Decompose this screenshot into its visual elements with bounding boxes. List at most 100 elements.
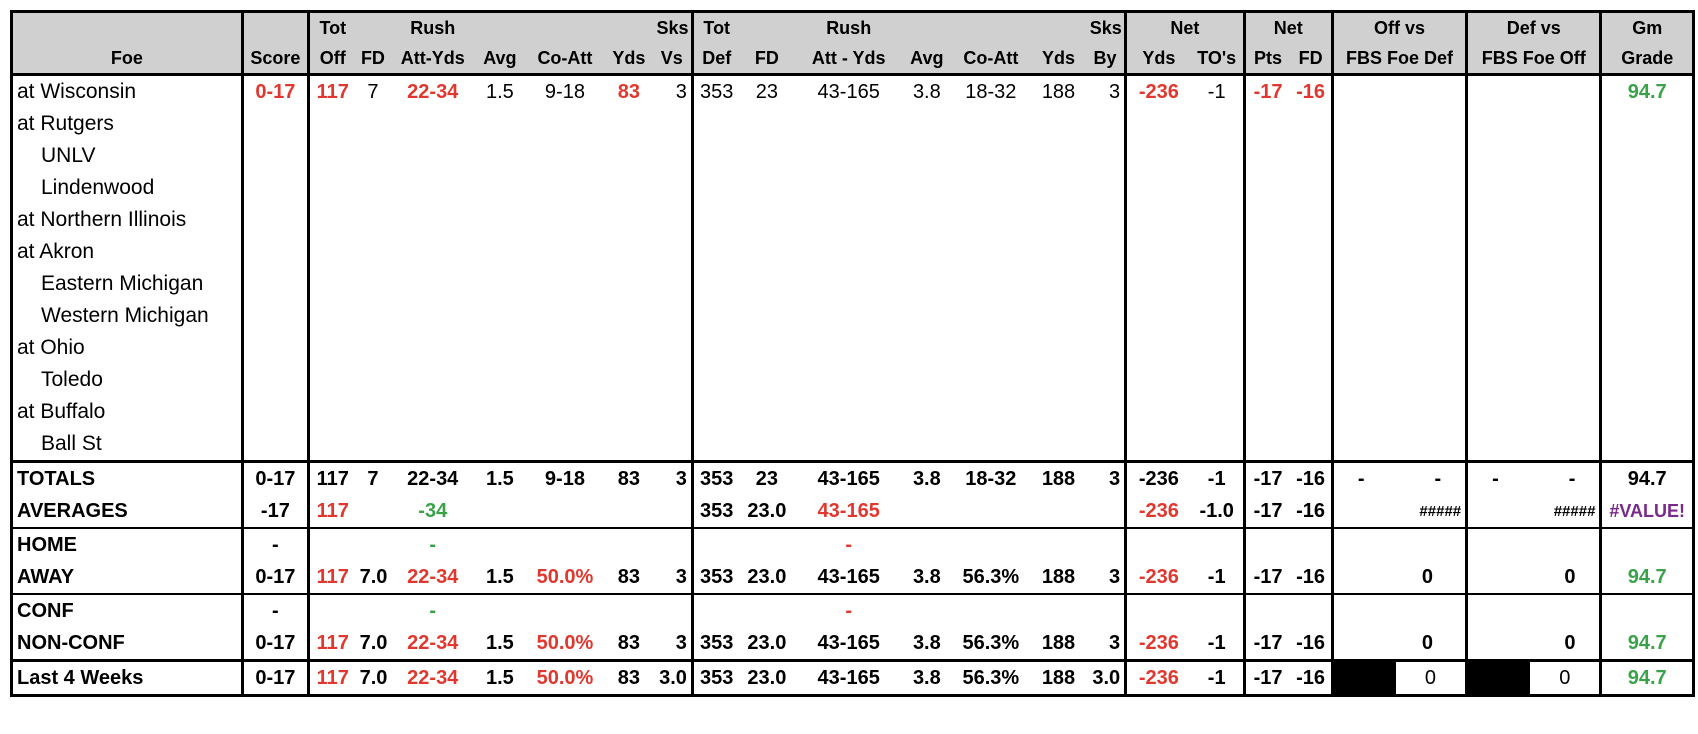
nonconf-fd: 7.0 <box>359 631 388 654</box>
totals-def: 353 <box>690 460 740 495</box>
foe-name: at Buffalo <box>10 396 243 428</box>
hdr-def-att-yds: Att - Yds <box>794 43 904 76</box>
hdr-grade: Grade <box>1599 43 1695 76</box>
away-def-coatt: 56.3% <box>962 565 1020 588</box>
nonconf-def: 353 <box>690 627 740 661</box>
last4-def-coatt: 56.3% <box>950 659 1032 697</box>
totals-offvs-b: - <box>1434 467 1442 490</box>
nonconf-off: 117 <box>306 627 356 661</box>
away-row: AWAY 0-17 117 7.0 22-34 1.5 50.0% 83 3 3… <box>10 561 1695 594</box>
net-fd-cell: -16 <box>1296 80 1326 103</box>
home-rush: - <box>390 527 476 561</box>
hdr-score: Score <box>240 43 309 76</box>
last4-yds: 83 <box>605 659 653 697</box>
header-row-bottom: Foe Score Off FD Att-Yds Avg Co-Att Yds … <box>10 43 1695 76</box>
hdr-fbs-foe-off: FBS Foe Off <box>1465 43 1601 76</box>
last4-coatt: 50.0% <box>524 659 606 697</box>
averages-label: AVERAGES <box>10 495 243 528</box>
averages-tos: -1.0 <box>1199 499 1234 522</box>
conf-def-rush: - <box>794 593 904 627</box>
def-avg-cell: 3.8 <box>912 80 941 103</box>
game-row: Ball St <box>10 428 1695 462</box>
away-net-fd: -16 <box>1296 565 1326 588</box>
foe-name: Eastern Michigan <box>10 268 243 300</box>
last4-net-fd: -16 <box>1290 659 1333 697</box>
totals-grade: 94.7 <box>1599 460 1695 495</box>
rush-cell: 22-34 <box>407 80 459 103</box>
totals-avg: 1.5 <box>475 460 525 495</box>
totals-score: 0-17 <box>240 460 309 495</box>
away-def-avg: 3.8 <box>912 565 941 588</box>
hdr-def-yds: Yds <box>1031 43 1086 76</box>
off-cell: 117 <box>306 74 356 108</box>
foe-name: Lindenwood <box>10 172 243 204</box>
game-row: at Wisconsin 0-17 117 7 22-34 1.5 9-18 8… <box>10 74 1695 108</box>
hdr-net-top: Net <box>1124 10 1245 43</box>
hdr-sks-by-top: Sks <box>1085 10 1126 43</box>
hdr-tos: TO's <box>1190 43 1245 76</box>
hdr-foe: Foe <box>10 43 243 76</box>
nonconf-label: NON-CONF <box>10 627 243 661</box>
away-yds: 83 <box>617 565 641 588</box>
last4-def: 353 <box>690 659 740 697</box>
hdr-offvs-top: Off vs <box>1330 10 1467 43</box>
score-cell: 0-17 <box>240 74 309 108</box>
nonconf-def-coatt: 56.3% <box>962 631 1020 654</box>
totals-label: TOTALS <box>10 460 243 495</box>
last4-off: 117 <box>306 659 356 697</box>
away-defvs: 0 <box>1465 561 1601 594</box>
hdr-def-avg: Avg <box>903 43 951 76</box>
nonconf-grade: 94.7 <box>1599 627 1695 661</box>
totals-coatt: 9-18 <box>524 460 606 495</box>
hdr-net2-top: Net <box>1242 10 1333 43</box>
hdr-def-fd: FD <box>739 43 795 76</box>
nonconf-net-yds: -236 <box>1124 627 1191 661</box>
nonconf-yds: 83 <box>617 631 641 654</box>
hdr-avg: Avg <box>475 43 525 76</box>
foe-name: UNLV <box>10 140 243 172</box>
nonconf-rush: 22-34 <box>407 631 459 654</box>
def-sks-cell: 3 <box>1109 80 1121 103</box>
def-yds-cell: 188 <box>1041 80 1076 103</box>
last4-defvs-value: 0 <box>1559 666 1571 689</box>
away-tos: -1 <box>1207 565 1226 588</box>
last4-fd: 7.0 <box>355 659 391 697</box>
averages-defvs: ##### <box>1465 495 1601 528</box>
foe-name: Ball St <box>10 428 243 462</box>
home-score: - <box>240 527 309 561</box>
totals-off: 117 <box>306 460 356 495</box>
hdr-rush-off-top: Rush <box>390 10 476 43</box>
hdr-def-co-att: Co-Att <box>950 43 1032 76</box>
stats-sheet: Tot Rush Sks Tot Rush Sks Net Net Off vs… <box>10 10 1695 697</box>
away-def-fd: 23.0 <box>747 565 787 588</box>
nonconf-defvs: 0 <box>1465 627 1601 661</box>
last4-def-rush: 43-165 <box>794 659 904 697</box>
foe-name: Toledo <box>10 364 243 396</box>
last4-score: 0-17 <box>240 659 309 697</box>
last4-tos: -1 <box>1190 659 1245 697</box>
hdr-yds: Yds <box>605 43 653 76</box>
def-coatt-cell: 18-32 <box>965 80 1017 103</box>
averages-row: AVERAGES -17 117 -34 353 23.0 43-165 -23… <box>10 495 1695 528</box>
totals-fd: 7 <box>355 460 391 495</box>
nonconf-def-yds: 188 <box>1041 631 1076 654</box>
hdr-off: Off <box>306 43 356 76</box>
last4-def-yds: 188 <box>1031 659 1086 697</box>
hdr-rush-def-top: Rush <box>794 10 904 43</box>
header-row-top: Tot Rush Sks Tot Rush Sks Net Net Off vs… <box>10 10 1695 43</box>
last4-pts: -17 <box>1242 659 1291 697</box>
averages-score: -17 <box>240 495 309 528</box>
game-row: at Northern Illinois <box>10 204 1695 236</box>
nonconf-row: NON-CONF 0-17 117 7.0 22-34 1.5 50.0% 83… <box>10 627 1695 661</box>
hdr-net-fd: FD <box>1290 43 1333 76</box>
totals-pts: -17 <box>1242 460 1291 495</box>
totals-defvs-b: - <box>1568 467 1576 490</box>
away-def-yds: 188 <box>1041 565 1076 588</box>
totals-def-sks: 3 <box>1085 460 1126 495</box>
net-yds-cell: -236 <box>1124 74 1191 108</box>
game-row: UNLV <box>10 140 1695 172</box>
game-row: at Buffalo <box>10 396 1695 428</box>
hdr-fd: FD <box>355 43 391 76</box>
totals-row: TOTALS 0-17 117 7 22-34 1.5 9-18 83 3 35… <box>10 460 1695 495</box>
nonconf-def-fd: 23.0 <box>747 631 787 654</box>
